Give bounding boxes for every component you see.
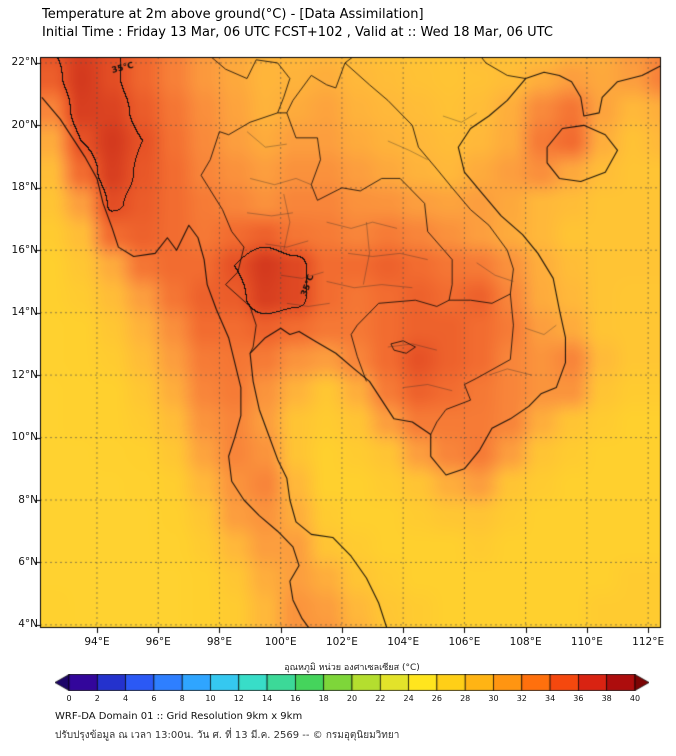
chart-subtitle: Initial Time : Friday 13 Mar, 06 UTC FCS… bbox=[42, 25, 553, 40]
colorbar-tick-label: 36 bbox=[573, 694, 584, 703]
colorbar-tick-label: 22 bbox=[375, 694, 386, 703]
lat-tick-label: 22°N bbox=[11, 56, 38, 69]
lon-tick-label: 94°E bbox=[84, 636, 110, 648]
colorbar-tick-label: 28 bbox=[460, 694, 471, 703]
lat-tick-label: 16°N bbox=[11, 243, 38, 256]
lon-tick-label: 96°E bbox=[145, 636, 171, 648]
colorbar-tick-label: 26 bbox=[431, 694, 442, 703]
lon-tick-label: 112°E bbox=[632, 636, 665, 648]
lat-tick-label: 4°N bbox=[18, 618, 38, 631]
lat-tick-label: 20°N bbox=[11, 118, 38, 131]
footer-domain-info: WRF-DA Domain 01 :: Grid Resolution 9km … bbox=[55, 711, 303, 722]
lat-tick-label: 14°N bbox=[11, 306, 38, 319]
lon-tick-label: 108°E bbox=[509, 636, 542, 648]
lat-tick-label: 6°N bbox=[18, 555, 38, 568]
colorbar-tick-label: 20 bbox=[346, 694, 358, 703]
lon-tick-label: 100°E bbox=[264, 636, 297, 648]
colorbar-tick-label: 2 bbox=[94, 694, 100, 703]
colorbar-tick-label: 14 bbox=[262, 694, 273, 703]
lon-tick-label: 98°E bbox=[206, 636, 233, 648]
colorbar-tick-label: 40 bbox=[629, 694, 641, 703]
colorbar-tick-label: 16 bbox=[290, 694, 301, 703]
colorbar-tick-label: 12 bbox=[233, 694, 244, 703]
colorbar-tick-label: 34 bbox=[545, 694, 556, 703]
temperature-map-canvas bbox=[34, 51, 667, 634]
colorbar bbox=[55, 674, 649, 691]
chart-title: Temperature at 2m above ground(°C) - [Da… bbox=[42, 7, 424, 22]
map-area: 22°N 20°N 18°N 16°N 14°N 12°N 10°N 8°N 6°N 4°N 94… bbox=[12, 51, 667, 648]
colorbar-tick-label: 18 bbox=[318, 694, 329, 703]
colorbar-tick-label: 8 bbox=[179, 694, 185, 703]
lon-tick-label: 110°E bbox=[570, 636, 603, 648]
colorbar-ticks: 0 2 4 6 8 10 12 14 16 18 20 22 24 26 28 30 32 34 36 38 40 bbox=[55, 694, 649, 704]
colorbar-tick-label: 0 bbox=[66, 694, 72, 703]
colorbar-tick-label: 24 bbox=[403, 694, 414, 703]
colorbar-tick-label: 4 bbox=[123, 694, 129, 703]
colorbar-tick-label: 6 bbox=[151, 694, 157, 703]
colorbar-tick-label: 32 bbox=[516, 694, 527, 703]
colorbar-tick-label: 38 bbox=[601, 694, 612, 703]
colorbar-tick-label: 30 bbox=[488, 694, 499, 703]
lat-tick-label: 18°N bbox=[11, 181, 38, 194]
footer-update-info: ปรับปรุงข้อมูล ณ เวลา 13:00น. วัน ศ. ที่… bbox=[55, 730, 400, 741]
lon-tick-label: 106°E bbox=[448, 636, 481, 648]
lon-tick-label: 102°E bbox=[325, 636, 358, 648]
lon-tick-label: 104°E bbox=[387, 636, 420, 648]
colorbar-tick-label: 10 bbox=[205, 694, 216, 703]
colorbar-label: อุณหภูมิ หน่วย องศาเซลเซียส (°C) bbox=[284, 663, 420, 673]
lat-tick-label: 12°N bbox=[11, 368, 38, 381]
lat-tick-label: 8°N bbox=[18, 493, 38, 506]
lat-tick-label: 10°N bbox=[11, 431, 38, 444]
